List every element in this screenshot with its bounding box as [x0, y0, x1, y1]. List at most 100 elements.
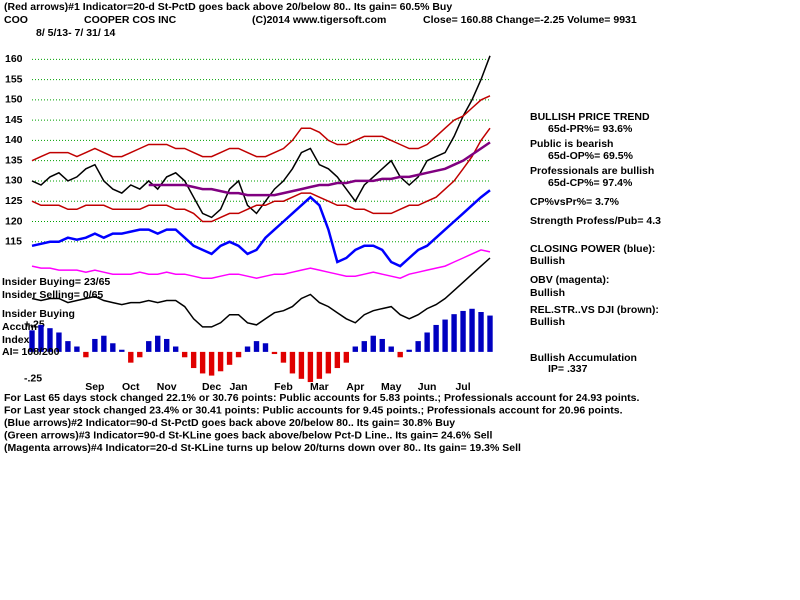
annotation: Bullish: [530, 255, 565, 267]
y-tick-label: 160: [5, 53, 23, 65]
bar: [469, 308, 475, 352]
bar: [478, 312, 484, 352]
annotation: REL.STR..VS DJI (brown):: [530, 304, 659, 316]
annotation: Bullish: [530, 287, 565, 299]
annotation: 65d-OP%= 69.5%: [548, 150, 634, 162]
bar: [388, 346, 394, 352]
y-tick-label: 135: [5, 154, 23, 166]
annotation: Public is bearish: [530, 138, 613, 150]
series-line: [31, 189, 491, 268]
bar: [451, 314, 457, 352]
left-label: Insider Buying= 23/65: [2, 276, 110, 288]
bar: [172, 346, 179, 352]
header-text: COOPER COS INC: [84, 14, 177, 26]
y-tick-label: -.25: [24, 373, 42, 385]
bar: [424, 332, 430, 352]
bar: [235, 351, 242, 358]
series-line: [31, 127, 491, 223]
bar: [38, 324, 44, 352]
bar: [325, 351, 332, 374]
bar: [397, 351, 403, 358]
header-text: COO: [4, 14, 28, 26]
annotation: OBV (magenta):: [530, 274, 609, 286]
bar: [190, 351, 197, 369]
y-tick-label: 140: [5, 134, 23, 146]
left-label: Insider Buying: [2, 308, 75, 320]
left-label: Accum: [2, 321, 37, 333]
bar: [379, 338, 385, 352]
x-tick-label: Feb: [274, 381, 293, 393]
series-line: [31, 257, 491, 328]
annotation: BULLISH PRICE TREND: [530, 111, 650, 123]
bar: [244, 346, 251, 352]
bar: [307, 351, 314, 383]
x-tick-label: Nov: [157, 381, 177, 393]
bar: [280, 351, 287, 363]
footer-text: (Magenta arrows)#4 Indicator=20-d St-KLi…: [4, 442, 521, 454]
bar: [56, 332, 62, 352]
x-tick-label: May: [381, 381, 402, 393]
left-label: Insider Selling= 0/65: [2, 289, 103, 301]
bar: [442, 319, 448, 352]
bar: [316, 351, 323, 379]
y-tick-label: 125: [5, 195, 23, 207]
bar: [155, 335, 161, 352]
footer-text: For Last year stock changed 23.4% or 30.…: [4, 404, 623, 416]
bar: [262, 343, 269, 352]
bar: [352, 346, 358, 352]
bar: [415, 341, 421, 352]
bar: [199, 351, 206, 374]
series-line: [148, 141, 491, 197]
bar: [226, 351, 233, 365]
y-tick-label: 150: [5, 94, 23, 106]
bar: [29, 330, 35, 352]
annotation: IP= .337: [548, 363, 588, 375]
annotation: CLOSING POWER (blue):: [530, 243, 655, 255]
footer-text: For Last 65 days stock changed 22.1% or …: [4, 392, 640, 404]
x-tick-label: Sep: [85, 381, 104, 393]
x-tick-label: Mar: [310, 381, 329, 393]
bar: [119, 349, 125, 352]
bar: [289, 351, 296, 374]
x-tick-label: Oct: [122, 381, 140, 393]
header-text: (C)2014 www.tigersoft.com: [252, 14, 386, 26]
annotation: Bullish Accumulation: [530, 352, 637, 364]
bar: [370, 335, 376, 352]
y-tick-label: 145: [5, 114, 23, 126]
bar: [137, 351, 143, 358]
footer-text: (Green arrows)#3 Indicator=90-d St-KLine…: [4, 429, 492, 441]
series-line: [31, 55, 491, 219]
bar: [433, 324, 439, 352]
bar: [65, 341, 71, 352]
bar: [487, 315, 493, 352]
bar: [101, 335, 107, 352]
x-tick-label: Apr: [346, 381, 364, 393]
left-label: AI= 108/200: [2, 346, 60, 358]
bar: [271, 351, 278, 355]
y-tick-label: 115: [5, 236, 22, 248]
x-tick-label: Jan: [230, 381, 248, 393]
bar: [298, 351, 305, 379]
bar: [406, 349, 412, 352]
bar: [334, 351, 341, 369]
header-text: Close= 160.88 Change=-2.25 Volume= 9931: [423, 14, 637, 26]
bar: [460, 310, 466, 352]
bar: [343, 351, 350, 363]
bar: [208, 351, 215, 376]
series-line: [31, 95, 491, 162]
y-tick-label: 130: [5, 175, 23, 187]
bar: [181, 351, 188, 358]
annotation: Bullish: [530, 316, 565, 328]
annotation: Strength Profess/Pub= 4.3: [530, 215, 661, 227]
bar: [217, 351, 224, 372]
bar: [164, 338, 170, 352]
bar: [361, 341, 367, 352]
y-tick-label: 120: [5, 215, 23, 227]
left-label: Index: [2, 334, 30, 346]
footer-text: (Blue arrows)#2 Indicator=90-d St-PctD g…: [4, 417, 455, 429]
annotation: CP%vsPr%= 3.7%: [530, 196, 620, 208]
y-tick-label: 155: [5, 73, 23, 85]
series-line: [31, 249, 491, 279]
